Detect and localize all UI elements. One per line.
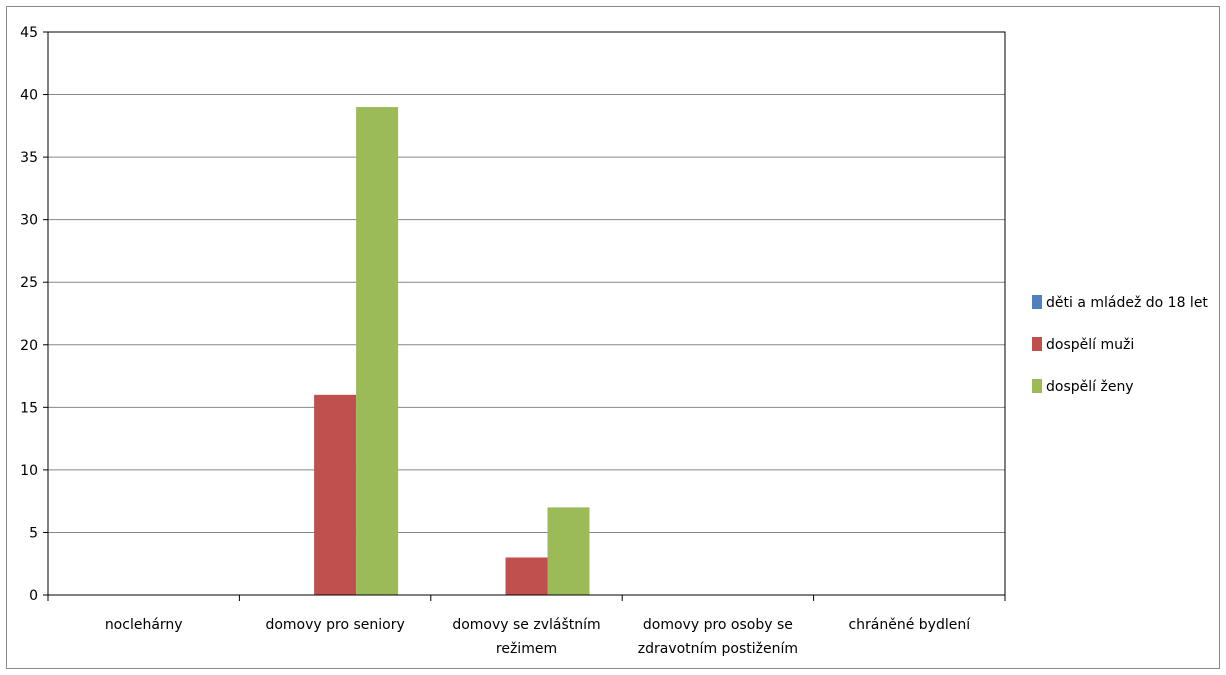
- bar: [505, 557, 548, 595]
- legend-entry-label: děti a mládež do 18 let: [1046, 295, 1208, 311]
- y-tick-label: 45: [20, 25, 38, 41]
- y-tick-label: 25: [20, 275, 38, 291]
- legend-swatch: [1032, 337, 1042, 351]
- x-category-label: režimem: [496, 641, 557, 657]
- legend-entry-label: dospělí muži: [1046, 337, 1134, 353]
- gridlines: [48, 94, 1005, 533]
- axis-labels: 0 5 10 15 20 25 30 35 40 45 noclehárny domovy pro s…: [20, 25, 971, 657]
- legend-swatch: [1032, 295, 1042, 309]
- x-category-label: domovy se zvláštním: [452, 617, 600, 633]
- bar: [314, 394, 357, 595]
- legend-swatch: [1032, 379, 1042, 393]
- x-category-label: domovy pro seniory: [265, 617, 404, 633]
- y-tick-label: 40: [20, 88, 38, 104]
- y-tick-label: 30: [20, 213, 38, 229]
- bar: [547, 507, 590, 595]
- legend: děti a mládež do 18 let dospělí muži dospě…: [1032, 295, 1208, 395]
- axes: [43, 31, 1006, 601]
- y-tick-label: 5: [29, 525, 38, 541]
- x-category-label: zdravotním postižením: [638, 641, 798, 657]
- chart-frame: [6, 6, 1220, 669]
- y-tick-label: 20: [20, 338, 38, 354]
- x-category-label: chráněné bydlení: [848, 617, 971, 633]
- y-tick-label: 0: [29, 588, 38, 604]
- bar: [356, 107, 399, 596]
- y-tick-label: 35: [20, 150, 38, 166]
- plot-area-border: [47, 31, 1006, 596]
- x-category-label: noclehárny: [105, 617, 183, 633]
- y-tick-label: 15: [20, 400, 38, 416]
- x-category-label: domovy pro osoby se: [643, 617, 793, 633]
- y-tick-label: 10: [20, 463, 38, 479]
- legend-entry-label: dospělí ženy: [1046, 379, 1134, 395]
- bars: [314, 107, 590, 596]
